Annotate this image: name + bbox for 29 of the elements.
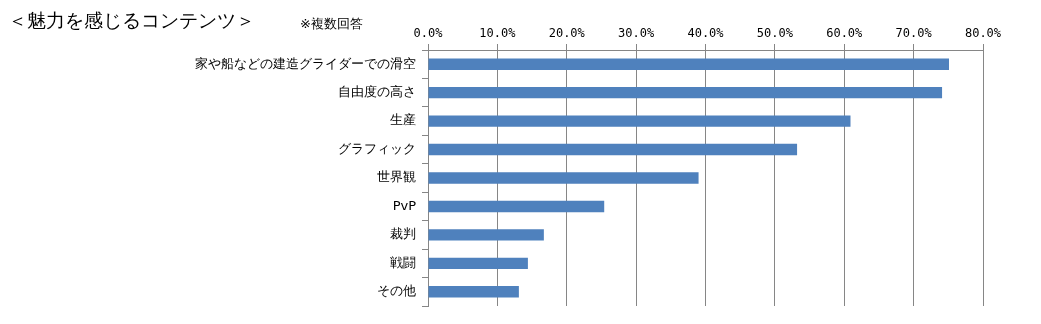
bar <box>428 229 544 241</box>
bar <box>428 58 950 70</box>
bar <box>428 257 528 270</box>
x-tick-label: 80.0% <box>964 25 1002 40</box>
y-tick-label: 自由度の高さ <box>338 84 416 100</box>
y-tick-label: PvP <box>392 197 417 213</box>
y-tick-label: 世界観 <box>377 169 416 185</box>
bar <box>428 115 851 127</box>
y-tick-label: 家や船などの建造グライダーでの滑空 <box>195 55 416 71</box>
x-tick-label: 30.0% <box>618 25 655 40</box>
bar <box>428 143 798 156</box>
y-tick-label: 裁判 <box>390 226 416 242</box>
x-tick-label: 60.0% <box>826 25 864 40</box>
bar <box>428 86 943 99</box>
x-tick-label: 0.0% <box>413 25 444 40</box>
x-tick-label: 20.0% <box>548 25 586 40</box>
chart-subtitle: ※複数回答 <box>300 15 363 33</box>
x-tick-label: 40.0% <box>687 25 725 40</box>
y-tick-label: グラフィック <box>338 140 416 156</box>
bar <box>428 200 605 213</box>
text: ＜魅力を感じるコンテンツ＞ <box>8 8 255 33</box>
y-tick-label: その他 <box>377 283 416 299</box>
x-tick-label: 10.0% <box>479 25 517 40</box>
y-tick-label: 生産 <box>390 112 416 128</box>
x-tick-label: 70.0% <box>895 25 933 40</box>
x-tick-label: 50.0% <box>756 25 794 40</box>
bar <box>428 286 519 298</box>
y-tick-label: 戦闘 <box>390 254 416 270</box>
bar <box>428 172 699 184</box>
